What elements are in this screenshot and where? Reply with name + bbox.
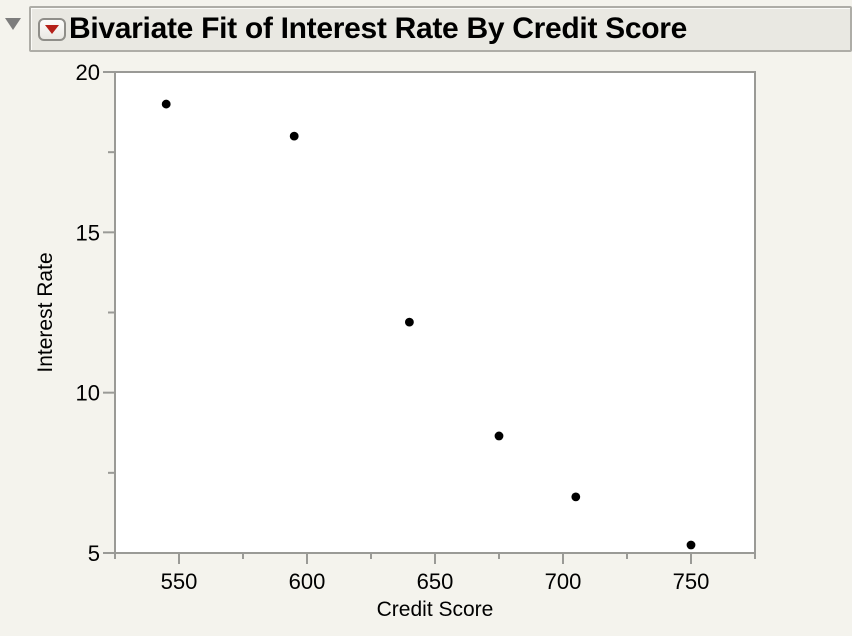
data-point[interactable] — [571, 492, 581, 502]
report-title: Bivariate Fit of Interest Rate By Credit… — [69, 12, 688, 45]
disclosure-triangle-icon[interactable] — [5, 18, 21, 30]
x-tick-label: 750 — [673, 569, 710, 594]
x-tick-label: 600 — [289, 569, 326, 594]
red-triangle-menu-button[interactable] — [38, 17, 66, 41]
x-tick-label: 650 — [417, 569, 454, 594]
plot-area[interactable] — [114, 71, 756, 554]
red-triangle-icon — [45, 24, 59, 34]
report-header: Bivariate Fit of Interest Rate By Credit… — [29, 6, 852, 52]
x-tick-label: 550 — [161, 569, 198, 594]
data-point[interactable] — [686, 540, 696, 550]
data-point[interactable] — [405, 317, 414, 327]
x-tick-label: 700 — [545, 569, 582, 594]
y-tick-label: 10 — [76, 381, 100, 406]
y-tick-label: 5 — [88, 541, 100, 566]
x-axis-title: Credit Score — [377, 598, 494, 621]
data-point[interactable] — [494, 431, 504, 441]
y-tick-label: 15 — [76, 220, 100, 245]
data-point[interactable] — [161, 99, 171, 109]
y-axis-title: Interest Rate — [34, 252, 57, 372]
data-point[interactable] — [289, 131, 299, 141]
y-tick-label: 20 — [76, 60, 100, 85]
